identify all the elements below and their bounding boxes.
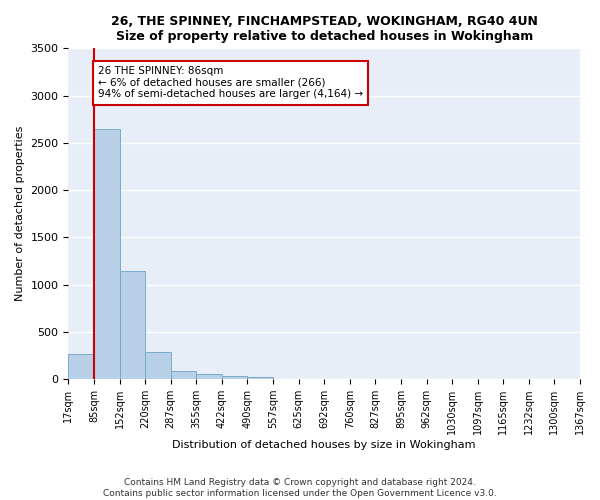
Bar: [145, 352, 171, 379]
Text: Contains HM Land Registry data © Crown copyright and database right 2024.
Contai: Contains HM Land Registry data © Crown c…: [103, 478, 497, 498]
Title: 26, THE SPINNEY, FINCHAMPSTEAD, WOKINGHAM, RG40 4UN
Size of property relative to: 26, THE SPINNEY, FINCHAMPSTEAD, WOKINGHA…: [111, 15, 538, 43]
X-axis label: Distribution of detached houses by size in Wokingham: Distribution of detached houses by size …: [172, 440, 476, 450]
Bar: [119, 272, 145, 379]
Bar: [68, 354, 94, 379]
Bar: [196, 374, 222, 379]
Bar: [222, 376, 247, 379]
Bar: [171, 370, 196, 379]
Y-axis label: Number of detached properties: Number of detached properties: [15, 126, 25, 302]
Bar: [247, 377, 273, 379]
Text: 26 THE SPINNEY: 86sqm
← 6% of detached houses are smaller (266)
94% of semi-deta: 26 THE SPINNEY: 86sqm ← 6% of detached h…: [98, 66, 363, 100]
Bar: [94, 128, 119, 379]
